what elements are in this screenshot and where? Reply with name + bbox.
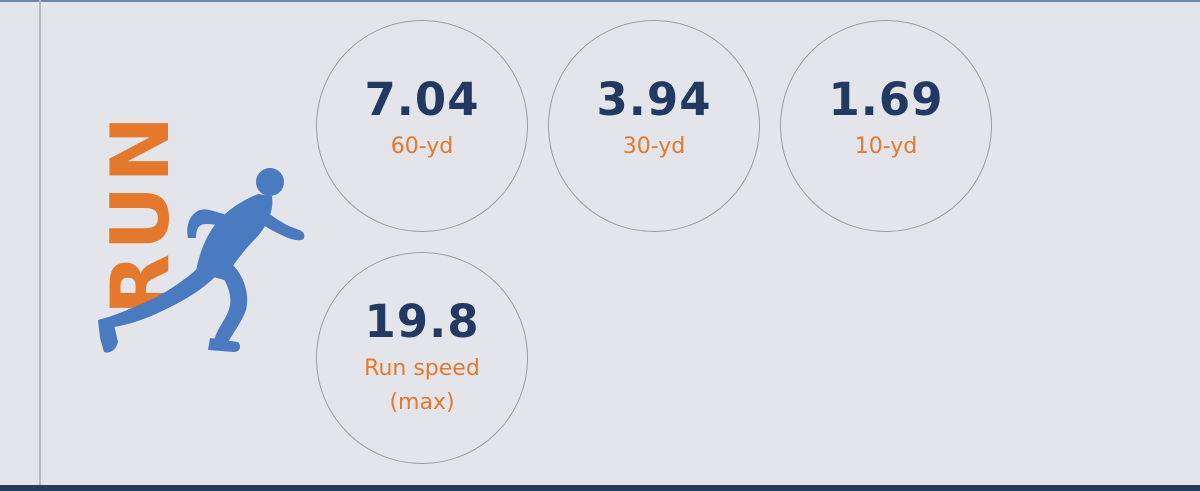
stat-value: 3.94 — [596, 73, 712, 126]
stat-value: 19.8 — [364, 295, 480, 348]
top-divider — [0, 0, 1200, 2]
stat-10yd: 1.69 10-yd — [780, 20, 992, 232]
stat-value: 1.69 — [828, 73, 944, 126]
stat-label: 10-yd — [854, 134, 918, 159]
left-divider — [39, 0, 41, 491]
stat-value: 7.04 — [364, 73, 480, 126]
stat-30yd: 3.94 30-yd — [548, 20, 760, 232]
stat-60yd: 7.04 60-yd — [316, 20, 528, 232]
bottom-divider — [0, 485, 1200, 491]
stat-run-speed: 19.8 Run speed (max) — [316, 252, 528, 464]
stat-label: Run speed (max) — [364, 356, 480, 415]
stat-label: 60-yd — [390, 134, 454, 159]
stat-label: 30-yd — [622, 134, 686, 159]
sprinter-icon — [98, 168, 305, 353]
